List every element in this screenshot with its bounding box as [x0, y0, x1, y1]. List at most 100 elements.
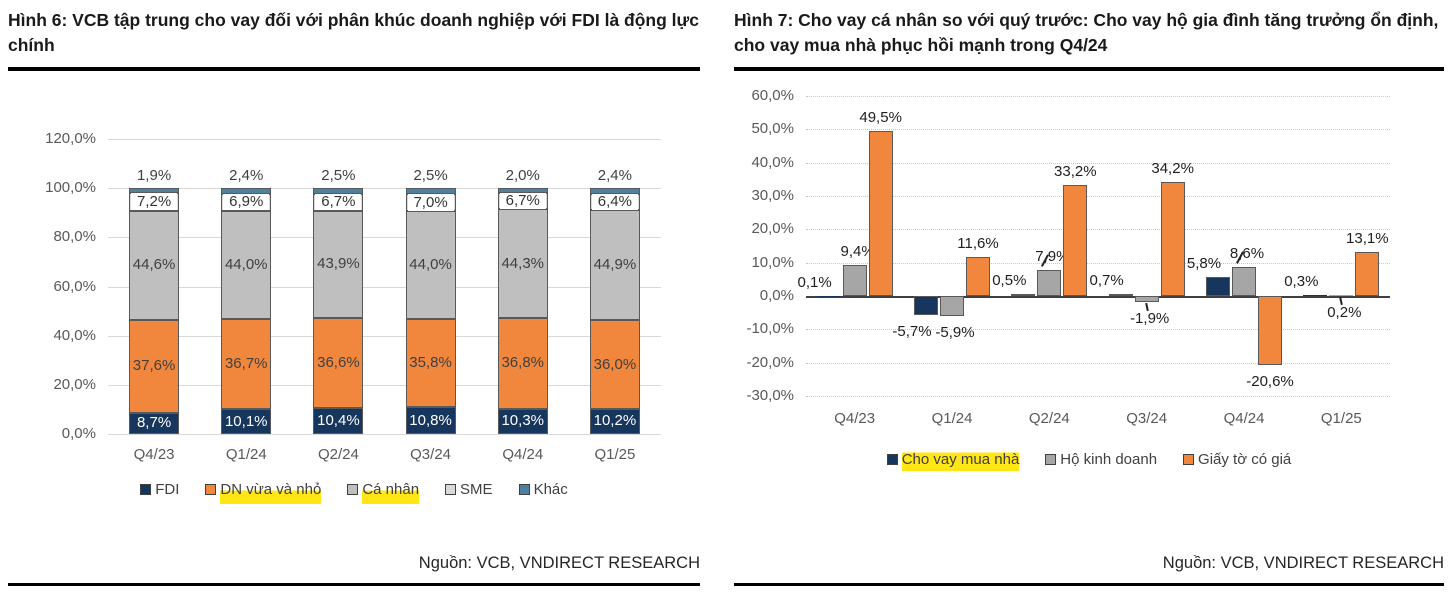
y-tick-label: 10,0%	[751, 253, 794, 271]
bar-value-label: 0,2%	[1327, 304, 1362, 321]
bar-value-label: 44,0%	[224, 255, 268, 273]
bar-value-label: 6,7%	[315, 193, 362, 211]
y-tick-label: 0,0%	[759, 287, 794, 304]
bar-value-label: 34,2%	[1151, 160, 1194, 177]
y-tick-label: 50,0%	[751, 120, 794, 138]
x-category-label: Q1/24	[225, 446, 267, 463]
bar	[966, 257, 990, 296]
bar-value-label: 0,1%	[797, 273, 832, 291]
x-category-label: Q1/25	[594, 446, 636, 463]
bar-segment	[221, 409, 272, 434]
legend-item: Khác	[518, 481, 568, 498]
figure-6-title-rule	[8, 67, 700, 71]
figure-7-title-rule	[734, 67, 1444, 71]
legend-label: Khác	[533, 481, 568, 498]
figure-6-title: Hình 6: VCB tập trung cho vay đối với ph…	[8, 10, 699, 56]
legend-swatch-icon	[140, 484, 152, 495]
x-category-label: Q3/24	[1126, 410, 1168, 427]
bar-value-label: 2,4%	[597, 167, 632, 185]
bar-segment	[405, 187, 456, 195]
gridline	[806, 329, 1390, 331]
gridline	[806, 229, 1390, 231]
figure-6-panel: Hình 6: VCB tập trung cho vay đối với ph…	[8, 8, 700, 586]
bar-segment	[129, 188, 180, 193]
bar-value-label: 44,6%	[132, 256, 176, 274]
gridline	[806, 196, 1390, 197]
figure-7-panel: Hình 7: Cho vay cá nhân so với quý trước…	[734, 8, 1444, 586]
gridline	[806, 396, 1390, 397]
bar-segment	[497, 408, 548, 434]
y-tick-label: 60,0%	[53, 277, 96, 295]
legend-item: DN vừa và nhỏ	[205, 481, 322, 504]
legend-label: FDI	[155, 481, 180, 498]
bar-segment	[129, 320, 180, 413]
y-tick-label: 40,0%	[53, 326, 96, 344]
bar	[914, 296, 938, 315]
bar-value-label: 8,7%	[136, 414, 172, 432]
x-category-label: Q1/25	[1320, 410, 1362, 427]
bar	[1037, 269, 1062, 296]
y-tick-label: 100,0%	[45, 179, 96, 197]
gridline	[108, 286, 661, 288]
bar-value-label: 6,9%	[223, 193, 270, 211]
bar	[1134, 296, 1159, 303]
bar-value-label: 44,3%	[501, 254, 545, 272]
legend-item: Cá nhân	[347, 481, 420, 504]
legend-item: SME	[445, 481, 493, 498]
legend-label: Hộ kinh doanh	[1060, 451, 1158, 468]
bar-value-label: 7,0%	[407, 193, 454, 211]
bar-value-label: 10,4%	[317, 412, 360, 430]
x-category-label: Q2/24	[317, 446, 359, 463]
bar-value-label: 0,5%	[992, 272, 1027, 290]
bar-value-label: 43,9%	[317, 255, 360, 273]
x-category-label: Q4/24	[1223, 410, 1265, 427]
gridline	[108, 335, 661, 337]
bar-value-label: 6,4%	[591, 193, 638, 211]
y-tick-label: 80,0%	[53, 228, 96, 246]
bar-value-label: 37,6%	[132, 357, 176, 375]
gridline	[108, 384, 661, 386]
bar-value-label: 0,7%	[1089, 271, 1124, 289]
bar-value-label: 36,6%	[317, 354, 360, 372]
bar-value-label: 10,8%	[409, 411, 452, 429]
bar-value-label: 44,9%	[593, 256, 637, 274]
bar-value-label: 13,1%	[1346, 230, 1389, 248]
bar-segment	[497, 187, 548, 193]
bar-value-label: 10,2%	[593, 412, 637, 430]
legend-item: FDI	[140, 481, 179, 498]
bar-segment	[405, 407, 456, 434]
bar	[816, 295, 841, 297]
gridline	[108, 434, 661, 435]
bar-segment	[497, 209, 548, 319]
bar-segment	[221, 210, 272, 319]
bar-segment	[129, 412, 180, 434]
bar-value-label: 2,4%	[229, 166, 264, 184]
y-tick-label: 60,0%	[751, 87, 794, 104]
gridline	[806, 262, 1390, 264]
gridline	[806, 129, 1390, 131]
bar-segment	[221, 187, 272, 194]
figure-7-title: Hình 7: Cho vay cá nhân so với quý trước…	[734, 10, 1439, 56]
bar	[868, 131, 893, 296]
y-tick-label: -20,0%	[746, 353, 794, 371]
bar	[1329, 295, 1354, 297]
bar-segment	[589, 320, 640, 409]
gridline	[108, 139, 661, 140]
bar-value-label: 9,4%	[840, 242, 875, 260]
bar-segment	[221, 318, 272, 410]
bar	[940, 296, 964, 316]
leader-line	[1339, 296, 1343, 306]
x-category-label: Q4/24	[502, 446, 544, 463]
gridline	[108, 237, 661, 239]
bar-value-label: 1,9%	[136, 167, 172, 185]
bar-value-label: 2,5%	[413, 166, 448, 184]
bar	[842, 264, 867, 296]
legend-swatch-icon	[1045, 454, 1057, 465]
y-tick-label: 0,0%	[61, 425, 96, 442]
y-tick-label: 30,0%	[751, 187, 794, 204]
bar-value-label: 44,0%	[409, 256, 452, 274]
bar	[1206, 276, 1230, 296]
x-category-label: Q3/24	[410, 446, 452, 463]
bar-value-label: 10,3%	[501, 412, 545, 430]
